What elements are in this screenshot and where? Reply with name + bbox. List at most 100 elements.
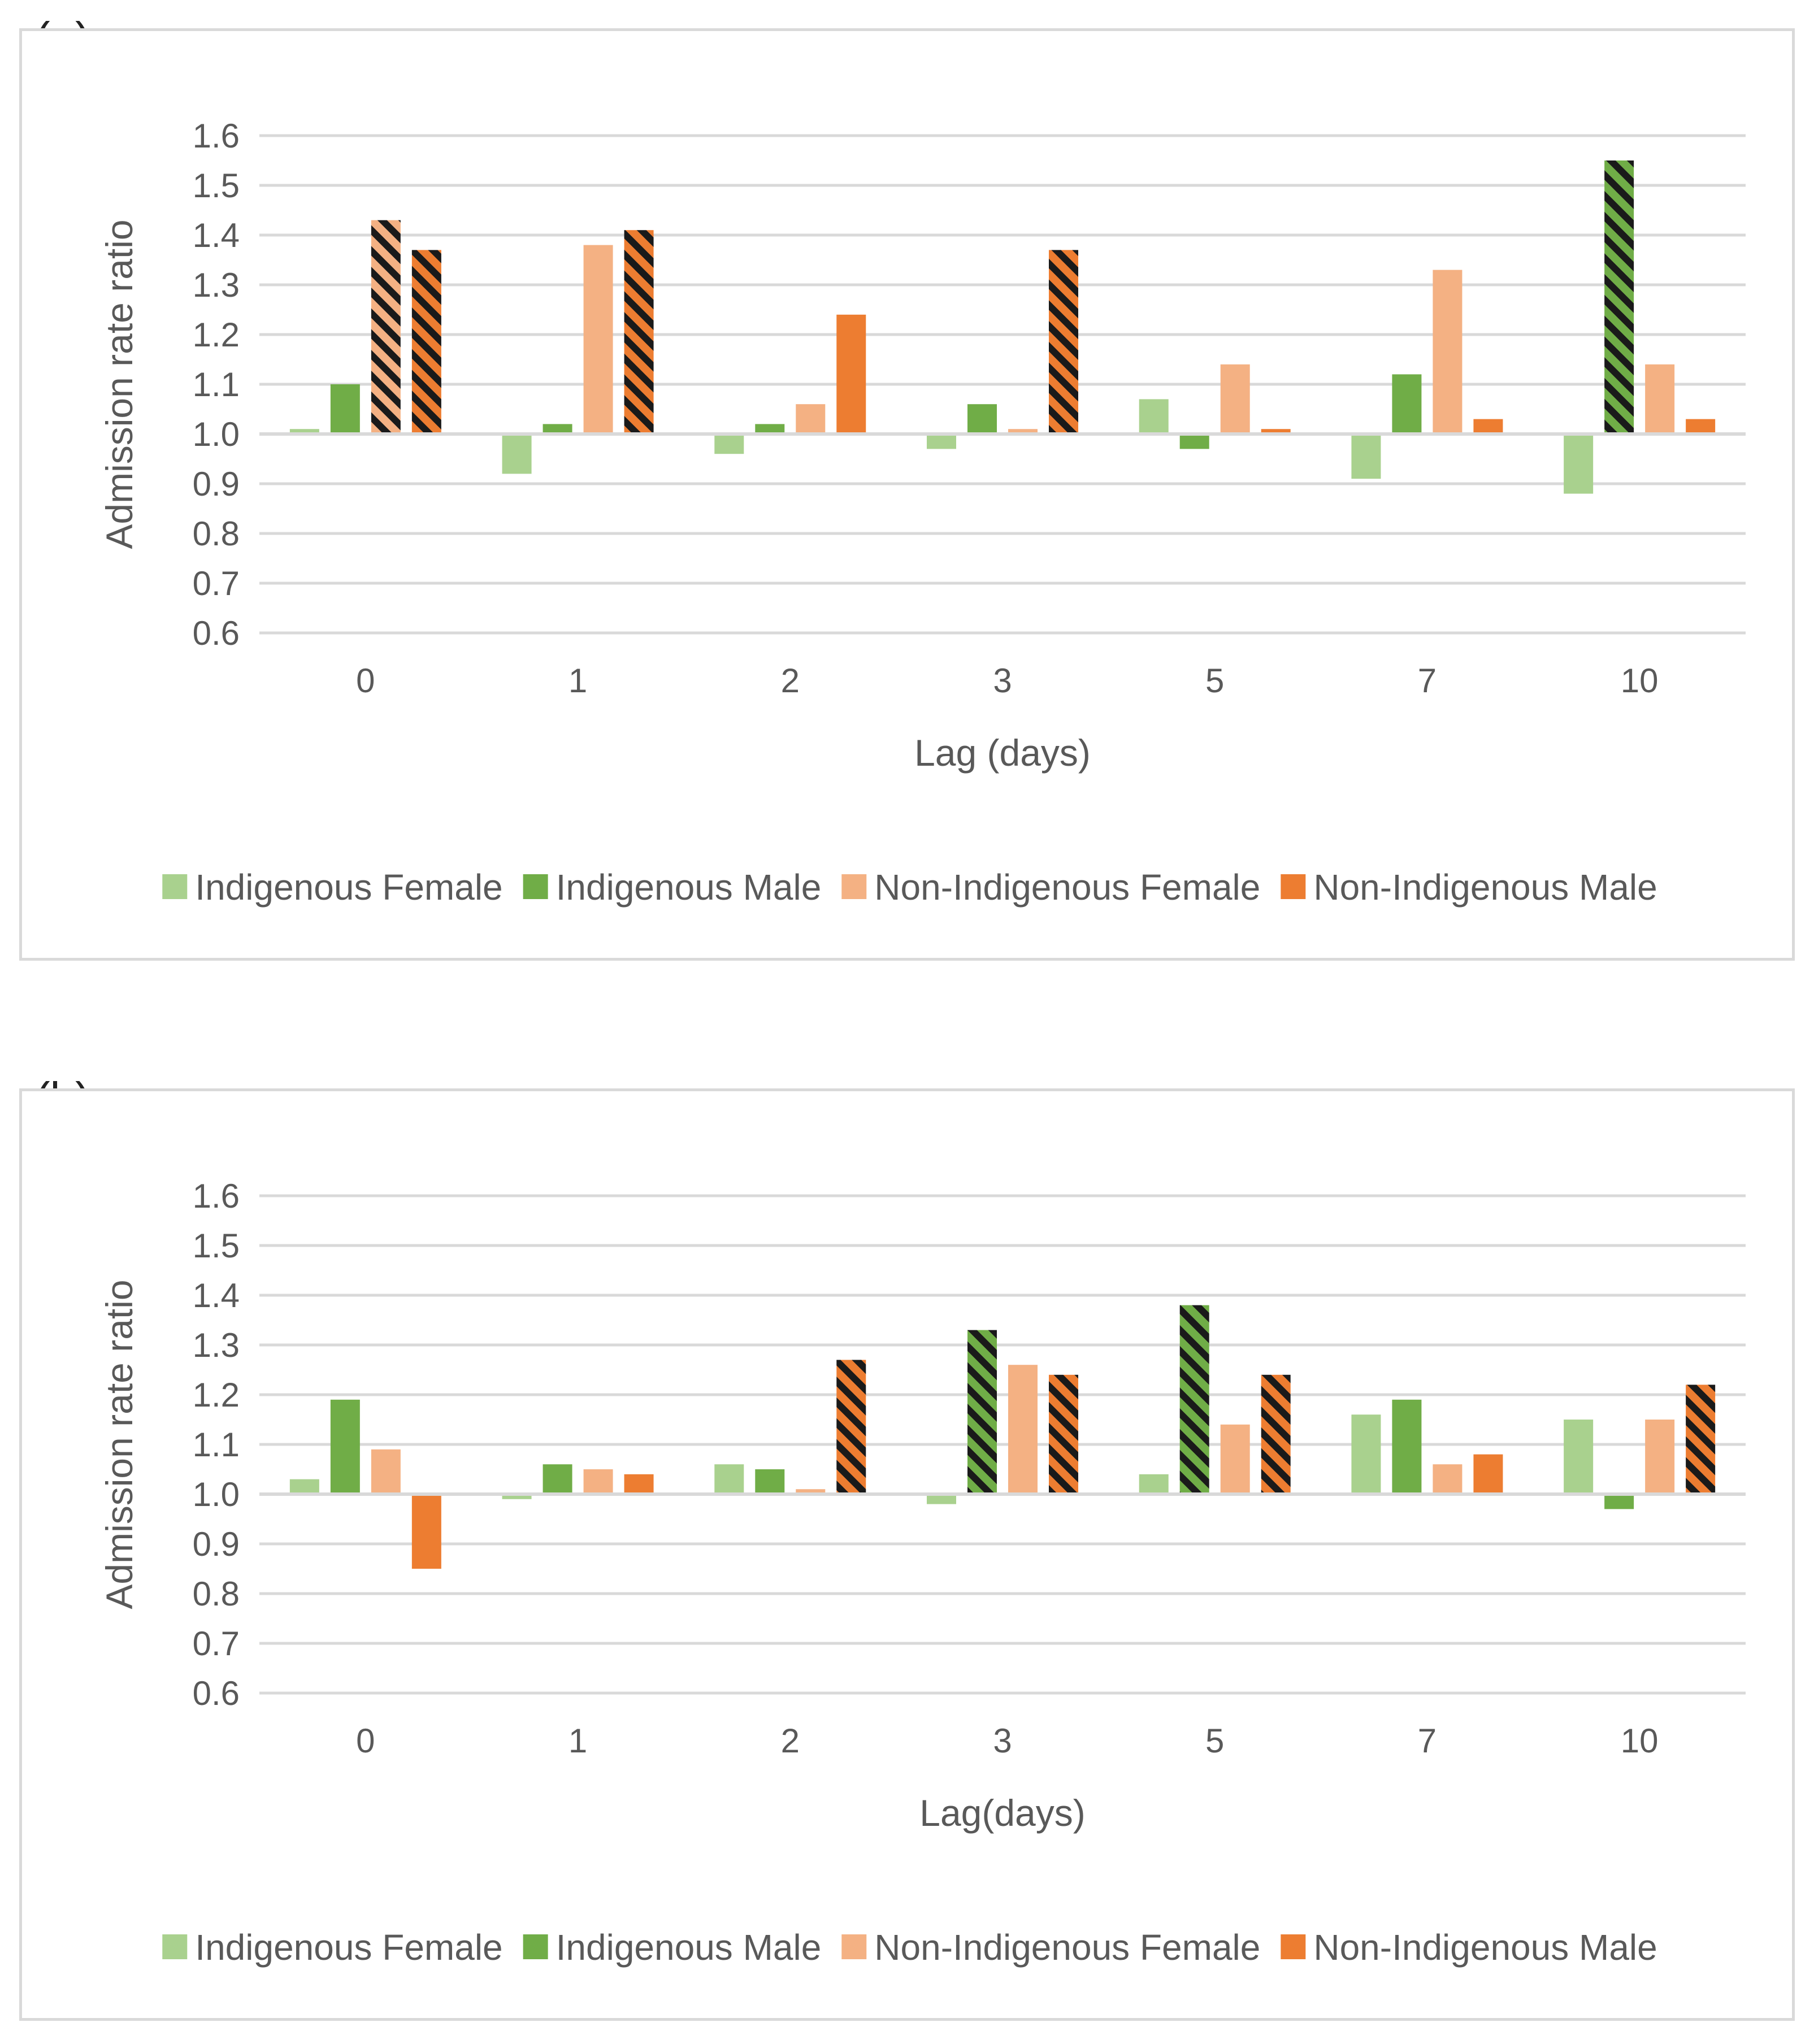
bar-non-indigenous-male-lag-10 [1686,1385,1716,1494]
y-tick-label: 1.4 [193,216,240,254]
y-axis-title: Admission rate ratio [98,219,140,549]
bar-indigenous-female-lag-0 [289,429,319,434]
bar-indigenous-female-lag-3 [927,434,956,449]
x-category-label: 7 [1418,1722,1437,1760]
chart-b: 0.6 0.7 0.8 0.9 1.0 1.1 1.2 1.3 1.4 1.5 1.6 0 1 2 3 5 7 1… [98,1177,1746,1968]
x-category-label: 0 [356,662,375,700]
x-category-label: 2 [781,662,800,700]
bar-indigenous-male-lag-0 [330,1399,360,1494]
bar-non-indigenous-male-lag-5 [1261,1374,1291,1494]
bar-indigenous-male-lag-1 [543,424,572,434]
legend: Indigenous Female Indigenous Male Non-Indi… [162,867,1657,908]
bar-indigenous-male-lag-10 [1604,160,1634,434]
bar-indigenous-female-lag-1 [502,1494,532,1499]
bar-non-indigenous-female-lag-0 [371,220,401,434]
bar-non-indigenous-female-lag-10 [1645,364,1675,434]
bar-non-indigenous-female-lag-7 [1433,270,1463,434]
bar-indigenous-male-lag-1 [543,1464,572,1494]
bar-non-indigenous-male-lag-1 [624,230,654,434]
y-tick-label: 1.0 [193,415,240,453]
bar-non-indigenous-female-lag-3 [1008,429,1038,434]
y-tick-label: 1.2 [193,1376,240,1414]
bar-indigenous-male-lag-5 [1179,434,1209,449]
legend-label: Indigenous Female [195,1927,502,1968]
bar-indigenous-female-lag-5 [1139,1474,1169,1494]
y-tick-label: 0.6 [193,1674,240,1712]
x-category-label: 2 [781,1722,800,1760]
bar-indigenous-male-lag-3 [967,1330,997,1494]
y-tick-label: 1.2 [193,316,240,354]
bar-indigenous-female-lag-5 [1139,399,1169,434]
bar-indigenous-female-lag-0 [289,1479,319,1494]
bar-indigenous-male-lag-0 [330,384,360,434]
bar-non-indigenous-male-lag-0 [411,250,441,434]
legend-swatch-non-indigenous-female [841,1934,867,1959]
y-tick-label: 1.6 [193,1177,240,1215]
bar-indigenous-female-lag-7 [1351,434,1381,479]
legend-swatch-non-indigenous-female [841,874,867,899]
bar-non-indigenous-male-lag-2 [836,314,866,434]
bar-non-indigenous-female-lag-2 [796,404,826,434]
x-category-label: 1 [568,662,587,700]
x-category-label: 10 [1621,662,1659,700]
bar-non-indigenous-male-lag-1 [624,1474,654,1494]
y-tick-label: 0.8 [193,1575,240,1613]
bar-non-indigenous-male-lag-10 [1686,419,1716,434]
y-tick-label: 0.9 [193,465,240,503]
y-tick-label: 0.6 [193,614,240,652]
bar-non-indigenous-female-lag-0 [371,1449,401,1494]
legend-swatch-indigenous-female [162,1934,188,1959]
bar-indigenous-male-lag-7 [1392,1399,1422,1494]
legend-label: Indigenous Male [556,1927,822,1968]
legend-label: Non-Indigenous Female [874,1927,1260,1968]
bar-indigenous-female-lag-2 [714,1464,744,1494]
bar-indigenous-female-lag-1 [502,434,532,474]
bar-non-indigenous-female-lag-5 [1220,1424,1250,1494]
bar-indigenous-female-lag-10 [1564,1420,1594,1494]
bar-non-indigenous-female-lag-1 [583,1469,613,1494]
bar-indigenous-female-lag-3 [927,1494,956,1504]
bar-non-indigenous-female-lag-7 [1433,1464,1463,1494]
bar-non-indigenous-male-lag-3 [1049,1374,1078,1494]
legend-swatch-non-indigenous-male [1281,1934,1306,1959]
y-tick-label: 1.0 [193,1476,240,1513]
x-category-label: 1 [568,1722,587,1760]
y-tick-label: 1.3 [193,1326,240,1364]
bar-indigenous-male-lag-10 [1604,1494,1634,1509]
chart-b-container: 0.6 0.7 0.8 0.9 1.0 1.1 1.2 1.3 1.4 1.5 1.6 0 1 2 3 5 7 1… [19,1088,1795,2021]
bar-non-indigenous-female-lag-2 [796,1489,826,1494]
y-tick-label: 1.6 [193,117,240,155]
bar-non-indigenous-male-lag-7 [1473,419,1503,434]
legend-label: Indigenous Male [556,867,822,908]
bar-non-indigenous-male-lag-5 [1261,429,1291,434]
chart-a: 0.6 0.7 0.8 0.9 1.0 1.1 1.2 1.3 1.4 1.5 1.6 0 1 2 3 5 7 1… [98,117,1746,908]
y-tick-label: 1.5 [193,167,240,205]
bar-indigenous-male-lag-2 [755,424,785,434]
legend-label: Non-Indigenous Male [1313,1927,1657,1968]
y-tick-label: 1.1 [193,366,240,403]
bar-non-indigenous-male-lag-2 [836,1360,866,1494]
y-tick-label: 1.5 [193,1227,240,1265]
bar-non-indigenous-male-lag-3 [1049,250,1078,434]
y-axis-title: Admission rate ratio [98,1279,140,1609]
legend-label: Non-Indigenous Female [874,867,1260,908]
legend-swatch-indigenous-female [162,874,188,899]
bar-non-indigenous-female-lag-10 [1645,1420,1675,1494]
x-category-label: 3 [993,662,1012,700]
x-category-label: 5 [1205,1722,1224,1760]
y-tick-label: 1.4 [193,1277,240,1314]
legend-label: Non-Indigenous Male [1313,867,1657,908]
x-axis-title: Lag (days) [914,732,1091,774]
bar-indigenous-female-lag-2 [714,434,744,454]
bar-indigenous-male-lag-2 [755,1469,785,1494]
x-category-label: 5 [1205,662,1224,700]
legend: Indigenous Female Indigenous Male Non-Indi… [162,1927,1657,1968]
bar-indigenous-female-lag-10 [1564,434,1594,494]
legend-swatch-indigenous-male [523,1934,548,1959]
x-category-label: 7 [1418,662,1437,700]
bar-non-indigenous-male-lag-0 [411,1494,441,1569]
x-category-label: 0 [356,1722,375,1760]
legend-swatch-non-indigenous-male [1281,874,1306,899]
bar-indigenous-male-lag-7 [1392,374,1422,434]
bar-indigenous-male-lag-3 [967,404,997,434]
